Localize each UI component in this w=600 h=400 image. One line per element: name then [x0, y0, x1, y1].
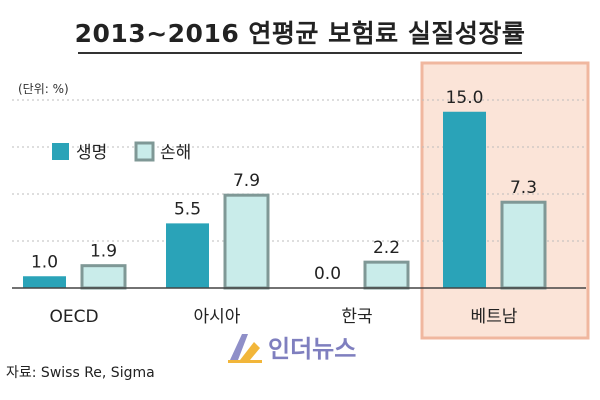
inthenews-logo: 인더뉴스: [228, 334, 356, 363]
value-label: 2.2: [373, 238, 400, 258]
bar: [363, 260, 410, 290]
source-label: 자료: Swiss Re, Sigma: [6, 365, 155, 381]
legend-swatch: [134, 141, 155, 162]
title-underline: [78, 52, 522, 54]
unit-label: (단위: %): [18, 82, 69, 96]
value-label: 7.3: [510, 178, 537, 198]
bar: [80, 264, 127, 290]
bar: [223, 193, 270, 290]
value-label: 7.9: [233, 171, 260, 191]
bar: [443, 111, 486, 288]
category-label: 한국: [341, 307, 372, 327]
bar: [500, 200, 547, 290]
value-label: 5.5: [174, 199, 201, 219]
legend-label: 손해: [160, 143, 191, 163]
category-label: 베트남: [471, 307, 518, 327]
bar: [23, 276, 66, 288]
category-label: 아시아: [194, 307, 241, 327]
value-label: 1.9: [90, 242, 117, 262]
chart-title: 2013~2016 연평균 보험료 실질성장률: [74, 19, 526, 48]
bar: [166, 223, 209, 288]
legend-label: 생명: [76, 143, 107, 163]
value-label: 1.0: [31, 252, 58, 272]
logo-icon: [228, 334, 262, 363]
legend-swatch: [52, 143, 69, 160]
value-label: 0.0: [314, 264, 341, 284]
logo-text: 인더뉴스: [268, 335, 356, 363]
value-label: 15.0: [446, 88, 484, 108]
category-label: OECD: [49, 307, 98, 327]
